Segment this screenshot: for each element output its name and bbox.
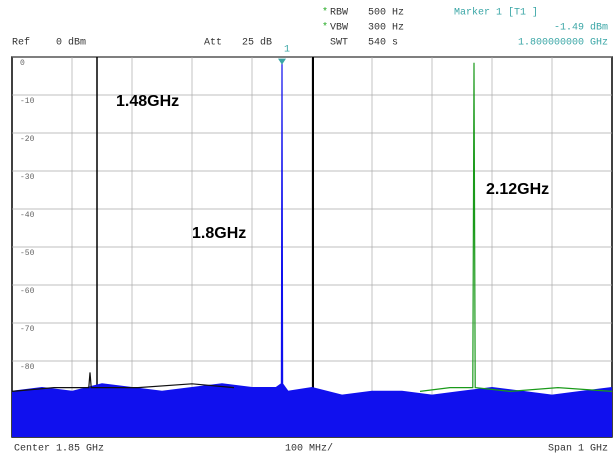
trace-fill bbox=[12, 62, 612, 438]
vbw-value: 300 Hz bbox=[368, 23, 404, 34]
y-tick-label: -30 bbox=[20, 173, 35, 182]
star: * bbox=[322, 22, 328, 34]
span: Span 1 GHz bbox=[548, 444, 608, 455]
y-tick-label: -60 bbox=[20, 287, 35, 296]
rbw-value: 500 Hz bbox=[368, 8, 404, 19]
star: * bbox=[322, 7, 328, 19]
marker-label: 1 bbox=[284, 45, 290, 56]
marker bbox=[278, 58, 286, 65]
y-tick-label: -20 bbox=[20, 135, 35, 144]
swt-value: 540 s bbox=[368, 38, 398, 49]
annotation: 2.12GHz bbox=[486, 181, 549, 198]
att-label: Att bbox=[204, 38, 222, 49]
center: Center 1.85 GHz bbox=[14, 444, 104, 455]
y-tick-label: -70 bbox=[20, 325, 35, 334]
y-tick-label: -10 bbox=[20, 97, 35, 106]
rbw-label: RBW bbox=[330, 8, 348, 19]
vbw-label: VBW bbox=[330, 23, 348, 34]
y-tick-label: 0 bbox=[20, 59, 25, 68]
ref-level: 0 dBm bbox=[56, 37, 86, 49]
annotation: 1.48GHz bbox=[116, 93, 179, 110]
ref-label: Ref bbox=[12, 37, 30, 49]
att-value: 25 dB bbox=[242, 37, 272, 49]
y-tick-label: -40 bbox=[20, 211, 35, 220]
trace bbox=[419, 62, 613, 393]
div: 100 MHz/ bbox=[285, 443, 333, 455]
swt-label: SWT bbox=[330, 38, 348, 49]
marker-freq: 1.800000000 GHz bbox=[518, 38, 608, 49]
annotation: 1.8GHz bbox=[192, 225, 246, 242]
y-tick-label: -50 bbox=[20, 249, 35, 258]
trace bbox=[11, 372, 235, 392]
marker-title: Marker 1 [T1 ] bbox=[454, 7, 538, 19]
y-tick-label: -80 bbox=[20, 363, 35, 372]
marker-level: -1.49 dBm bbox=[554, 22, 608, 34]
